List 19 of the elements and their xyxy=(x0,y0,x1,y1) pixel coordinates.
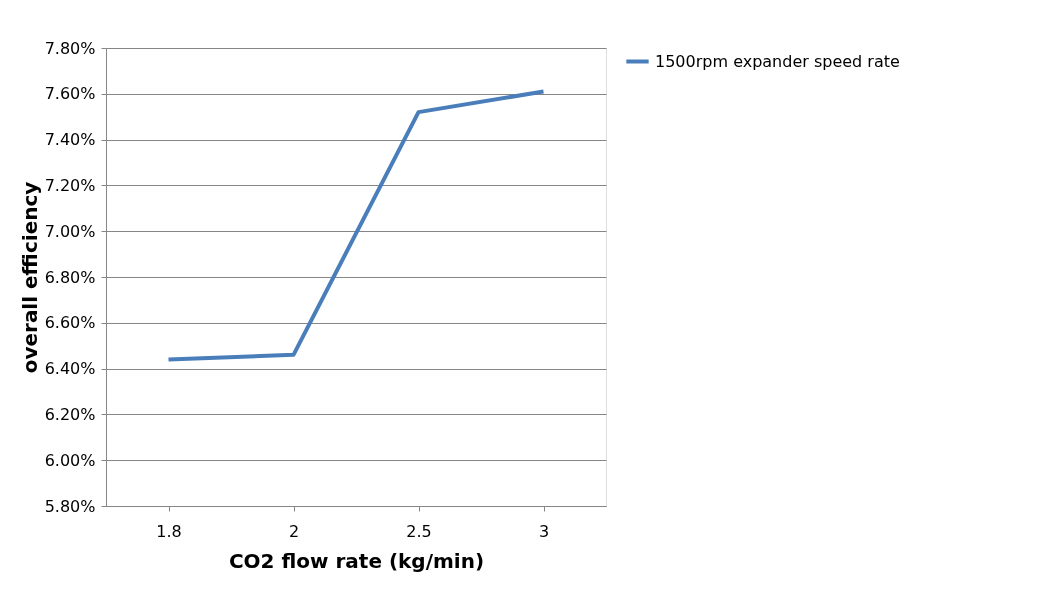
x-tick-label: 2 xyxy=(288,521,300,541)
x-tick-label: 1.8 xyxy=(156,521,182,541)
y-tick-label: 7.80% xyxy=(44,38,96,58)
y-tick-label: 7.20% xyxy=(44,175,96,195)
x-tick-label: 3 xyxy=(538,521,550,541)
y-tick-label: 7.60% xyxy=(44,84,96,104)
y-tick-label: 7.00% xyxy=(44,221,96,241)
y-tick-label: 6.00% xyxy=(44,450,96,470)
y-tick-label: 6.20% xyxy=(44,404,96,424)
x-tick-label: 2.5 xyxy=(406,521,432,541)
y-tick-label: 6.40% xyxy=(44,359,96,379)
y-tick-label: 6.80% xyxy=(44,267,96,287)
y-tick-label: 7.40% xyxy=(44,130,96,150)
x-axis-title: CO2 flow rate (kg/min) xyxy=(228,548,485,573)
line-series xyxy=(166,89,546,362)
y-tick-label: 5.80% xyxy=(44,496,96,516)
legend-label: 1500rpm expander speed rate xyxy=(655,51,900,71)
y-axis-title: overall efficiency xyxy=(17,181,42,374)
y-tick-label: 6.60% xyxy=(44,313,96,333)
